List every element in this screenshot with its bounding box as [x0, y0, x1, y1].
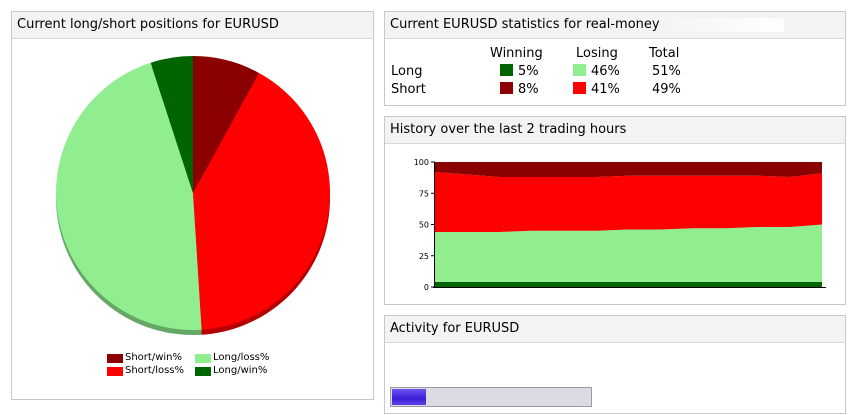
long-winning-cell: 5%	[500, 64, 539, 79]
row-label-long: Long	[391, 64, 423, 79]
statistics-title-text: Current EURUSD statistics for real-money	[390, 17, 660, 32]
legend-swatch	[107, 367, 123, 376]
short-winning-value: 8%	[518, 82, 539, 97]
positions-pie-chart	[55, 56, 331, 335]
positions-pie-panel: Current long/short positions for EURUSD …	[11, 11, 374, 400]
legend-label: Short/loss%	[125, 365, 185, 376]
y-tick-label: 0	[424, 283, 429, 292]
short-winning-cell: 8%	[500, 82, 539, 97]
activity-panel: Activity for EURUSD	[384, 315, 846, 414]
activity-title: Activity for EURUSD	[385, 316, 845, 343]
area-series	[435, 224, 822, 282]
short-total-value: 49%	[652, 82, 681, 97]
area-series	[435, 282, 822, 287]
pie-slice	[193, 56, 260, 193]
legend-label: Long/win%	[213, 365, 268, 376]
area-series	[435, 162, 822, 177]
short-losing-cell: 41%	[573, 82, 620, 97]
pie-slice	[55, 62, 202, 330]
activity-meter	[390, 387, 592, 407]
y-tick-label: 100	[414, 158, 429, 167]
pie-slice	[150, 56, 193, 193]
long-total-value: 51%	[652, 64, 681, 79]
short-loss-swatch	[573, 82, 586, 94]
positions-pie-title: Current long/short positions for EURUSD	[12, 12, 373, 39]
redacted-text	[663, 17, 784, 32]
area-series	[435, 172, 822, 232]
long-loss-swatch	[573, 64, 586, 76]
legend-label: Long/loss%	[213, 352, 270, 363]
legend-label: Short/win%	[125, 352, 183, 363]
statistics-panel: Current EURUSD statistics for real-money…	[384, 11, 846, 106]
short-losing-value: 41%	[591, 82, 620, 97]
y-tick-label: 75	[419, 189, 429, 198]
column-header-losing: Losing	[576, 46, 618, 61]
column-header-winning: Winning	[490, 46, 543, 61]
history-title: History over the last 2 trading hours	[385, 117, 845, 144]
row-label-short: Short	[391, 82, 426, 97]
history-area-chart: 0 25 50 75 100	[414, 158, 826, 292]
long-losing-cell: 46%	[573, 64, 620, 79]
statistics-title: Current EURUSD statistics for real-money	[385, 12, 845, 39]
long-win-swatch	[500, 64, 513, 76]
short-win-swatch	[500, 82, 513, 94]
long-losing-value: 46%	[591, 64, 620, 79]
long-winning-value: 5%	[518, 64, 539, 79]
legend-swatch	[195, 354, 211, 363]
y-tick-label: 25	[419, 252, 429, 261]
legend-swatch	[107, 354, 123, 363]
column-header-total: Total	[649, 46, 680, 61]
activity-meter-fill	[392, 389, 426, 405]
pie-slice	[193, 72, 331, 330]
history-panel: History over the last 2 trading hours 0 2…	[384, 116, 846, 305]
legend-swatch	[195, 367, 211, 376]
y-tick-label: 50	[419, 221, 429, 230]
